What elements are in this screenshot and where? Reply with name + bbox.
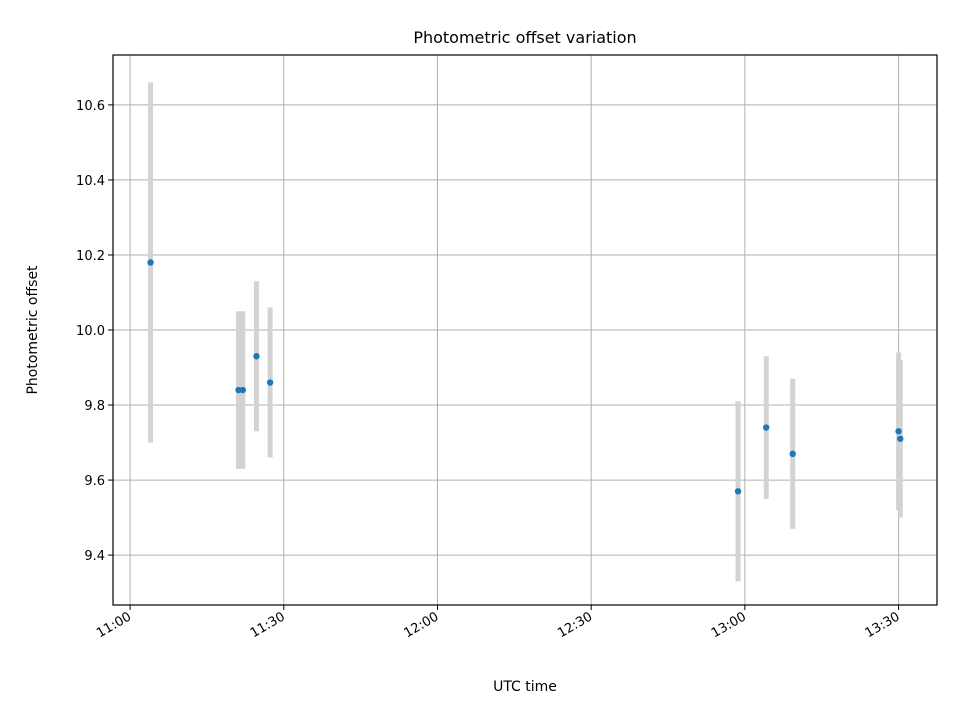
y-tick-label: 9.6	[84, 474, 105, 489]
data-point	[734, 488, 742, 495]
data-point	[239, 386, 246, 394]
data-point	[789, 450, 796, 458]
y-tick-label: 10.0	[76, 324, 105, 339]
data-point	[253, 353, 260, 360]
data-point	[147, 259, 154, 266]
y-tick-label: 10.4	[76, 174, 105, 189]
chart-title: Photometric offset variation	[413, 28, 636, 47]
data-points	[147, 259, 904, 495]
y-tick-label: 10.2	[76, 249, 105, 264]
data-point	[897, 435, 904, 442]
x-axis-label: UTC time	[493, 679, 557, 695]
y-axis: 9.4 9.6 9.8 10.0 10.2 10.4 10.6	[76, 99, 113, 564]
data-point	[266, 379, 274, 386]
y-axis-label: Photometric offset	[25, 265, 41, 395]
y-tick-label: 9.8	[84, 399, 105, 414]
data-point	[895, 428, 902, 435]
y-tick-label: 9.4	[84, 549, 105, 564]
grid	[113, 55, 937, 605]
y-tick-label: 10.6	[76, 99, 105, 114]
data-point	[763, 424, 770, 431]
